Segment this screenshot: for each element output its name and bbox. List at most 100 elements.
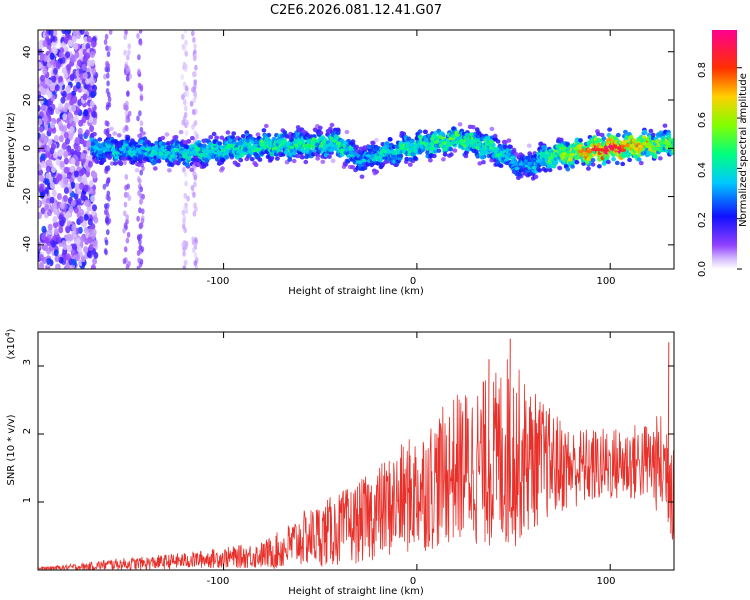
spectrogram-cell [46,79,52,87]
spectrogram-cell [170,148,176,153]
spectrogram-cell [89,125,95,133]
spectrogram-cell [552,154,558,158]
spectrogram-cell [167,168,172,173]
spectrogram-cell [58,102,64,110]
spectrogram-cell [311,152,316,157]
spectrogram-cell [46,257,52,265]
spectrogram-cell [263,123,269,129]
spectrogram-cell [152,151,159,155]
spectrogram-cell [186,139,192,144]
spectrogram-cell [238,150,244,154]
spectrogram-cell [105,45,109,52]
colorbar: 0.0 0.2 0.4 0.6 0.8 Normalized spectral … [697,30,749,277]
spectrogram-cell [58,51,64,59]
colorbar-gradient [712,30,737,269]
spectrogram-cell [506,138,512,143]
spectrogram-cell [182,166,186,173]
spectrogram-cell [211,131,217,137]
spectrogram-cell [92,257,98,265]
spectrogram-cell [242,143,248,147]
spectrogram-cell [186,195,190,202]
spectrogram-cell [160,135,166,141]
spectrogram-cell [84,199,90,207]
spectrogram-cell [63,177,68,185]
spectrogram-cell [47,209,53,217]
spectrogram-cell [89,59,95,67]
spectrogram-cell [183,30,188,34]
spectrogram-cell [138,30,143,34]
spectrogram-cell [103,39,108,45]
spectrogram-cell [76,32,81,40]
spectrogram-cell [102,183,107,190]
spectrogram-cell [136,234,141,241]
snr-frame [37,331,675,571]
spectrogram-cell [284,142,290,146]
spectrogram-cell [586,149,592,154]
spectrogram-cell [431,153,437,159]
spectrogram-cell [191,236,195,243]
spectrogram-cell [44,144,50,152]
spectrogram-cell [69,126,75,134]
spectrogram-cell [408,147,414,152]
spectrogram-cell [118,160,124,166]
spectrogram-cell [56,236,62,244]
spectrogram-cell [384,141,390,146]
spectrogram-cell [638,160,644,166]
spectrogram-cell [287,157,293,162]
spectrogram-cell [41,197,47,205]
spectrogram-cell [578,138,583,143]
spectrogram-cell [354,144,360,150]
spectrogram-cell [136,250,141,256]
top-ytick-label: 20 [22,94,33,107]
spectrogram-cell [88,160,93,168]
spectrogram-cell [204,149,210,154]
spectrogram-cell [107,195,111,202]
spectrogram-cell [141,131,146,136]
spectrogram-cell [537,168,542,173]
spectrogram-cell [350,142,356,147]
spectrogram-cell [182,115,187,122]
spectrogram-cell [66,211,71,219]
spectrogram-cell [269,155,275,161]
spectrogram-cell [214,135,220,140]
bot-y-axis-label: SNR (10 * v/v) [6,414,17,485]
spectrogram-cell [495,139,501,144]
spectrogram-cell [148,153,154,158]
spectrogram-cell [423,129,428,135]
spectrogram-cell [83,184,89,192]
spectrogram-cell [136,265,141,269]
spectrogram-cell [165,158,170,163]
bot-ytick-label: 1 [22,497,33,503]
spectrogram-cell [666,134,672,140]
spectrogram-cell [184,240,189,247]
spectrogram-cell [76,245,82,253]
spectrogram-cell [169,162,175,168]
spectrogram-cell [289,145,295,150]
spectrogram-cell [205,138,211,143]
spectrogram-cell [71,199,76,207]
spectrogram-cell [442,141,448,145]
spectrogram-cell [570,164,575,169]
spectrogram-cell [136,32,140,39]
spectrogram-cell [330,158,336,163]
spectrogram-cell [104,33,109,40]
spectrogram-cell [135,162,140,167]
top-y-axis-label: Frequency (Hz) [6,112,17,188]
spectrogram-cell [513,152,519,157]
spectrogram-cell [140,146,146,150]
spectrogram-cell [39,261,44,269]
spectrogram-cell [184,105,188,112]
spectrogram-cell [112,161,118,166]
spectrogram-cell [73,115,79,123]
spectrogram-cell [320,159,326,164]
spectrogram-cell [191,108,196,115]
spectrogram-cell [181,241,185,248]
top-ytick-label: -20 [22,188,33,204]
spectrogram-cell [608,144,614,149]
spectrogram-cell [93,216,99,224]
spectrogram-cell [193,181,197,188]
spectrogram-cell [105,216,109,223]
spectrogram-cell [126,231,131,238]
spectrogram-cell [599,148,605,152]
spectrogram-cell [90,91,96,98]
